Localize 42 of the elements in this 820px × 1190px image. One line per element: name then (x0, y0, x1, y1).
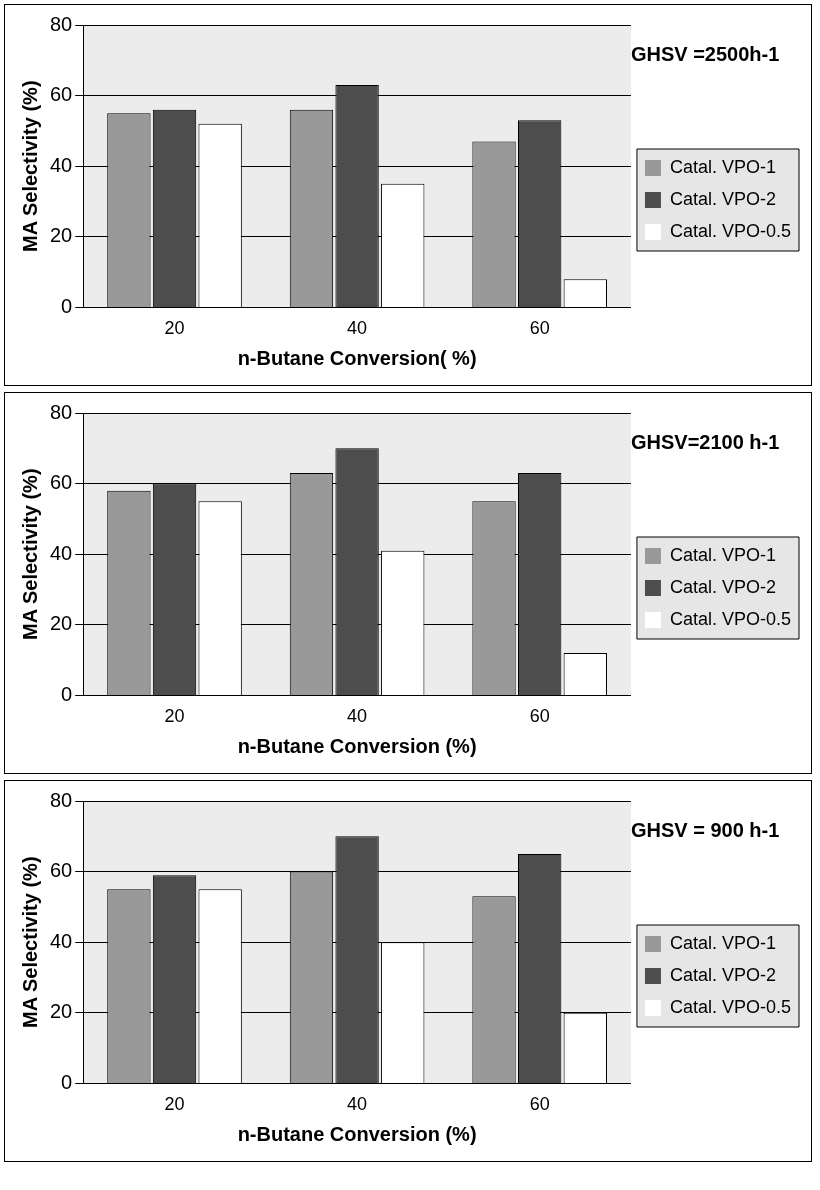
legend-label: Catal. VPO-1 (669, 544, 776, 565)
y-axis-title: MA Selectivity (%) (18, 856, 41, 1028)
annotation: GHSV = 900 h-1 (630, 818, 780, 841)
y-tick-label: 80 (50, 12, 73, 35)
x-tick-label: 20 (164, 318, 185, 339)
y-tick-label: 60 (50, 859, 73, 882)
legend-label: Catal. VPO-1 (669, 932, 776, 953)
y-tick-label: 0 (61, 682, 73, 705)
x-axis-title: n-Butane Conversion (%) (237, 734, 477, 757)
y-tick-label: 40 (50, 153, 73, 176)
y-tick-label: 40 (50, 541, 73, 564)
y-tick-label: 20 (50, 612, 73, 635)
x-tick-label: 40 (347, 318, 368, 339)
y-tick-label: 40 (50, 929, 73, 952)
y-tick-label: 80 (50, 400, 73, 423)
legend-label: Catal. VPO-2 (669, 964, 776, 985)
legend-label: Catal. VPO-1 (669, 156, 776, 177)
x-tick-label: 20 (164, 706, 185, 727)
x-tick-label: 20 (164, 1094, 185, 1115)
legend-label: Catal. VPO-2 (669, 576, 776, 597)
y-tick-label: 0 (61, 294, 73, 317)
legend-label: Catal. VPO-0.5 (669, 220, 792, 241)
y-tick-label: 20 (50, 224, 73, 247)
annotation: GHSV=2100 h-1 (630, 430, 780, 453)
legend-label: Catal. VPO-0.5 (669, 608, 792, 629)
y-tick-label: 60 (50, 471, 73, 494)
x-axis-title: n-Butane Conversion( %) (237, 346, 477, 369)
legend-label: Catal. VPO-2 (669, 188, 776, 209)
legend-label: Catal. VPO-0.5 (669, 996, 792, 1017)
x-axis-title: n-Butane Conversion (%) (237, 1122, 477, 1145)
y-axis-title: MA Selectivity (%) (18, 80, 41, 252)
y-axis-title: MA Selectivity (%) (18, 468, 41, 640)
annotation: GHSV =2500h-1 (630, 42, 780, 65)
x-tick-label: 40 (347, 706, 368, 727)
y-tick-label: 20 (50, 1000, 73, 1023)
x-tick-label: 60 (529, 1094, 550, 1115)
y-tick-label: 80 (50, 788, 73, 811)
x-tick-label: 60 (529, 706, 550, 727)
y-tick-label: 60 (50, 83, 73, 106)
x-tick-label: 40 (347, 1094, 368, 1115)
x-tick-label: 60 (529, 318, 550, 339)
y-tick-label: 0 (61, 1070, 73, 1093)
